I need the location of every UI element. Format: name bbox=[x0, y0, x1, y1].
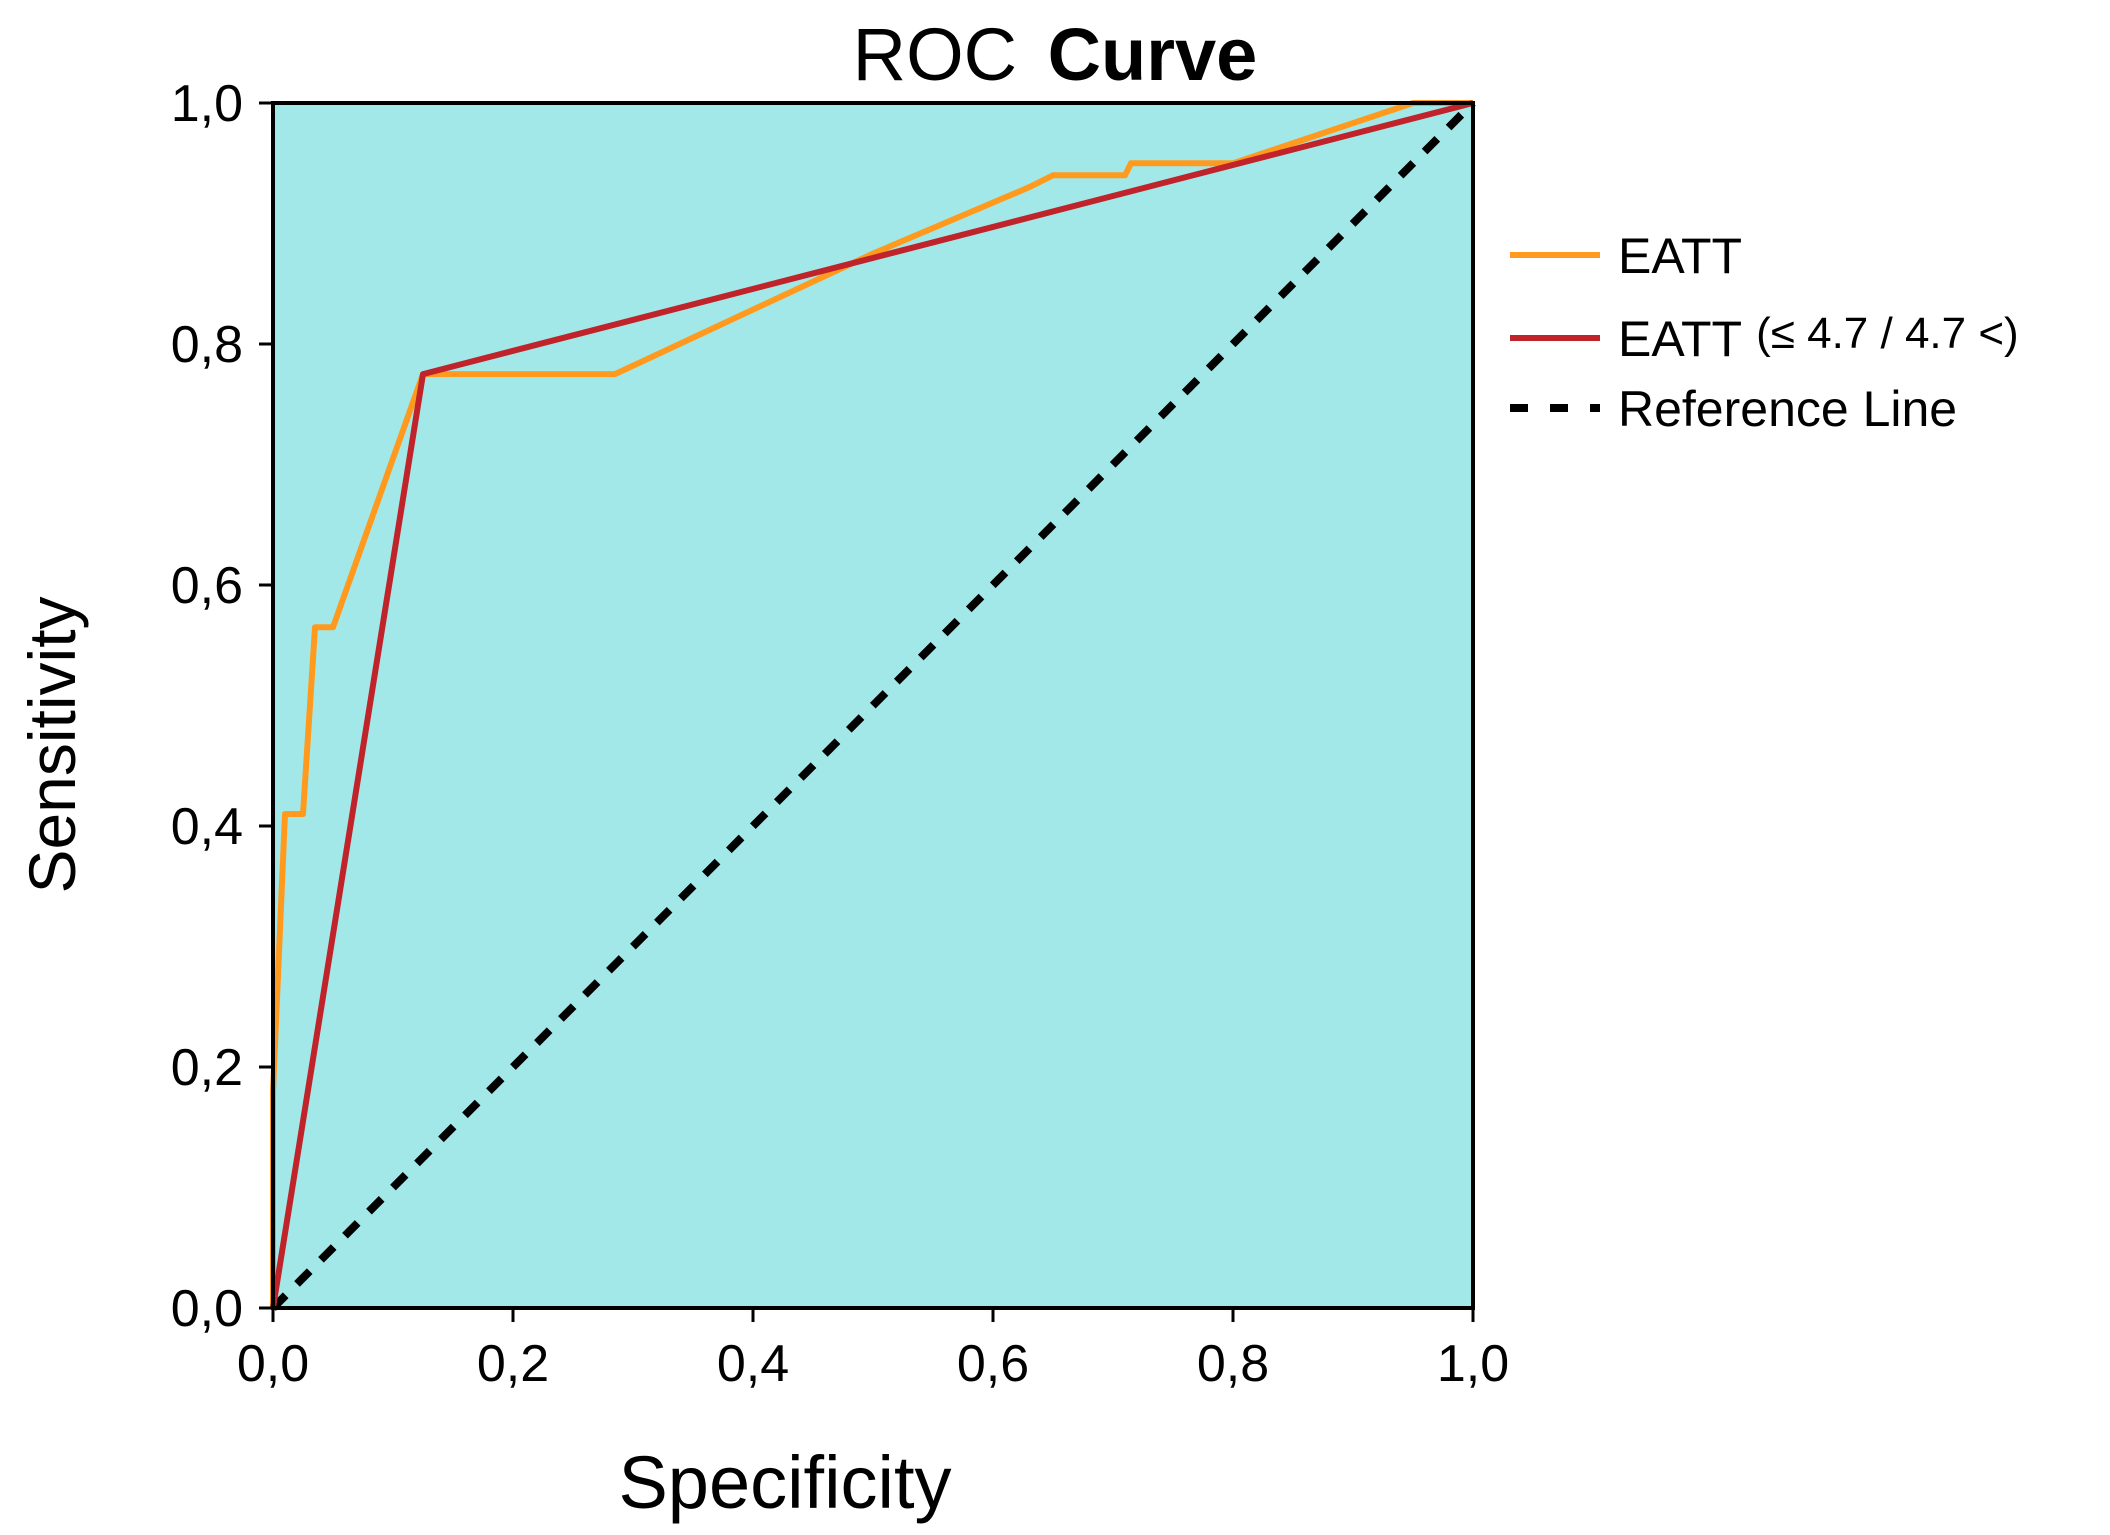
series-line-1 bbox=[270, 100, 1473, 1308]
plot-frame bbox=[271, 101, 1475, 1310]
reference-line-layer bbox=[270, 100, 1476, 1311]
series-line-2 bbox=[270, 100, 1474, 1309]
y-tick-label: 0,2 bbox=[171, 1039, 243, 1097]
x-tick-label: 0,0 bbox=[237, 1335, 309, 1393]
x-tick-label: 0,2 bbox=[477, 1335, 549, 1393]
y-tick-label: 0,8 bbox=[171, 316, 243, 374]
y-tick-label: 0,6 bbox=[171, 557, 243, 615]
x-tick-label: 0,8 bbox=[1197, 1335, 1269, 1393]
x-tick-label: 1,0 bbox=[1437, 1335, 1509, 1393]
chart-title: ROC Curve bbox=[853, 13, 1258, 96]
legend: EATT EATT (≤ 4.7 / 4.7 <) Reference Line bbox=[1510, 228, 2019, 437]
legend-label: Reference Line bbox=[1618, 381, 1957, 437]
legend-label: EATT bbox=[1618, 228, 1742, 284]
y-tick-label: 0,0 bbox=[171, 1280, 243, 1338]
chart-title-part2: Curve bbox=[1048, 13, 1258, 96]
y-tick-label: 1,0 bbox=[171, 75, 243, 133]
axes-layer: 0,00,0 0,2 0,2 0,4 0,4 0,6 0,6 0,8 0,8 1,0 1,0 bbox=[171, 75, 1509, 1393]
legend-label: EATT (≤ 4.7 / 4.7 <) bbox=[1618, 309, 2019, 367]
legend-label-suffix: (≤ 4.7 / 4.7 <) bbox=[1756, 309, 2019, 358]
x-tick-label: 0,6 bbox=[957, 1335, 1029, 1393]
chart-title-part1: ROC bbox=[853, 13, 1017, 96]
x-axis-title: Specificity bbox=[618, 1441, 951, 1524]
reference-line bbox=[270, 100, 1476, 1311]
series-layer bbox=[270, 100, 1474, 1309]
y-axis-title: Sensitivity bbox=[15, 596, 89, 893]
y-tick-label: 0,4 bbox=[171, 798, 243, 856]
x-tick-label: 0,4 bbox=[717, 1335, 789, 1393]
